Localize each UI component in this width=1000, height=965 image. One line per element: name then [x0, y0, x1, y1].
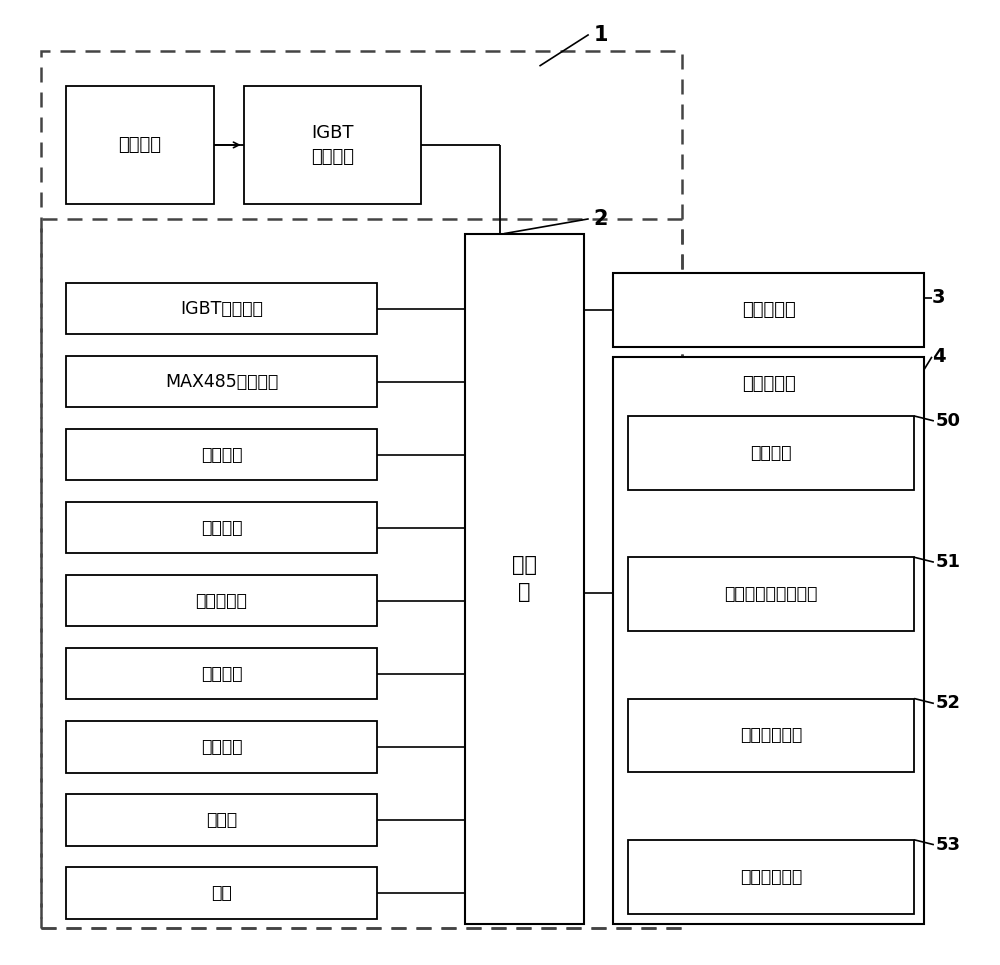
Bar — [66, 86, 214, 204]
Text: 1: 1 — [594, 24, 608, 44]
Text: 蜂鸣器: 蜂鸣器 — [206, 811, 237, 829]
Bar — [66, 356, 377, 407]
Bar — [66, 575, 377, 626]
Text: 52: 52 — [936, 695, 961, 712]
Bar — [66, 868, 377, 919]
Text: 电源电路: 电源电路 — [201, 738, 242, 756]
Text: 空载检测: 空载检测 — [201, 665, 242, 683]
Bar — [244, 86, 421, 204]
Bar — [628, 416, 914, 490]
Bar — [628, 557, 914, 631]
Text: 53: 53 — [936, 836, 961, 854]
Bar — [628, 840, 914, 914]
Bar — [66, 429, 377, 481]
Bar — [66, 502, 377, 553]
Bar — [66, 648, 377, 700]
Text: 4: 4 — [932, 347, 946, 367]
Text: 高温限制模块: 高温限制模块 — [740, 868, 802, 886]
Text: 2: 2 — [594, 208, 608, 229]
Text: 处理
器: 处理 器 — [512, 556, 537, 602]
Text: 温度补偿模块: 温度补偿模块 — [740, 727, 802, 744]
Text: 超欠压检测: 超欠压检测 — [195, 592, 247, 610]
Text: 功率线圈: 功率线圈 — [119, 136, 162, 154]
Text: 温度偏差消化子模块: 温度偏差消化子模块 — [724, 585, 818, 603]
Bar — [628, 699, 914, 772]
Bar — [465, 234, 584, 924]
Text: IGBT
功率控制: IGBT 功率控制 — [311, 124, 354, 166]
Bar — [41, 51, 682, 928]
Bar — [66, 794, 377, 845]
Text: 50: 50 — [936, 412, 961, 429]
Bar — [613, 357, 924, 924]
Text: 3: 3 — [932, 289, 945, 307]
Bar — [41, 219, 682, 928]
Text: 烹饪模块: 烹饪模块 — [750, 444, 792, 462]
Text: IGBT温度检测: IGBT温度检测 — [180, 299, 263, 317]
Text: 面板控制: 面板控制 — [201, 446, 242, 463]
Bar — [66, 283, 377, 334]
Bar — [66, 721, 377, 773]
Bar — [613, 273, 924, 347]
Text: MAX485通信模块: MAX485通信模块 — [165, 372, 278, 391]
Text: 51: 51 — [936, 553, 961, 571]
Text: 温度传感器: 温度传感器 — [742, 301, 796, 319]
Text: 模块存储器: 模块存储器 — [742, 375, 796, 394]
Text: 过流监测: 过流监测 — [201, 519, 242, 537]
Text: 风扇: 风扇 — [211, 884, 232, 902]
